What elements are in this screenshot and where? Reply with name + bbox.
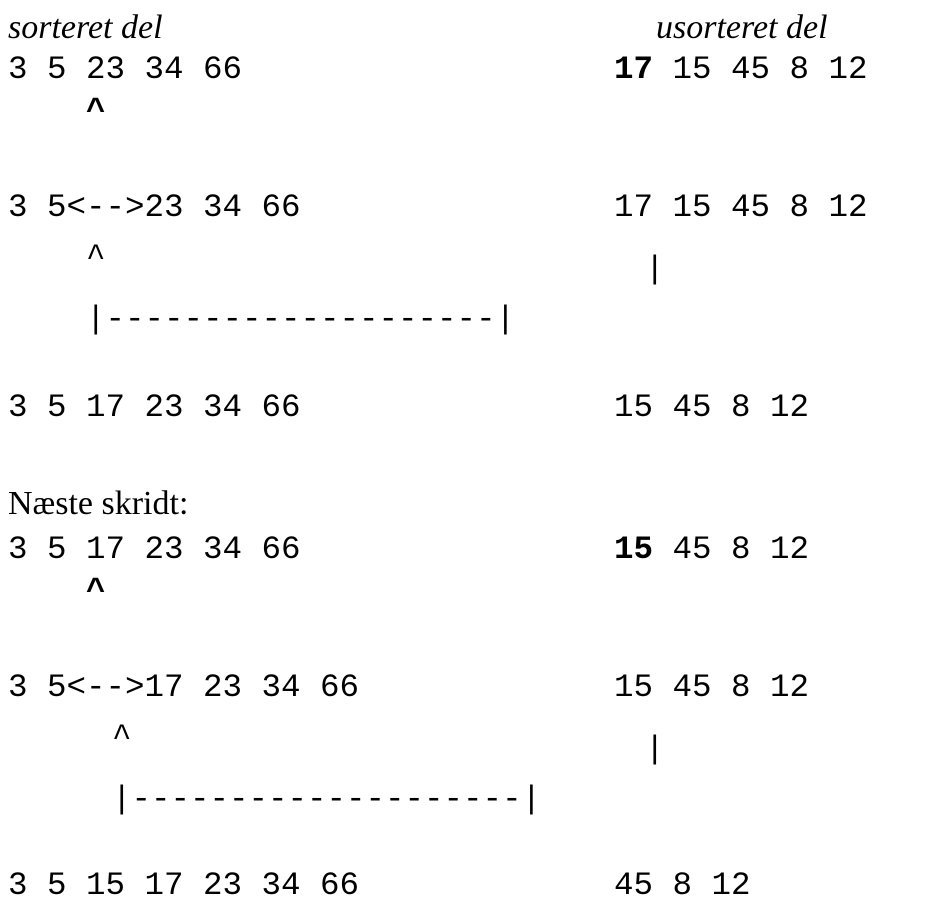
step1-current-element: 17 — [614, 51, 654, 88]
step3-sorted-row: 3 5 17 23 34 66 — [8, 389, 301, 426]
step6-unsorted-row: 45 8 12 — [614, 867, 751, 904]
step1-remaining-elements: 15 45 8 12 — [672, 51, 868, 88]
step2-vertical-pipe: | — [645, 251, 665, 288]
step4-sorted-row: 3 5 17 23 34 66 — [8, 531, 301, 568]
step4-current-element: 15 — [614, 531, 654, 568]
step3-unsorted-row: 15 45 8 12 — [614, 389, 810, 426]
step6-sorted-row: 3 5 15 17 23 34 66 — [8, 867, 360, 904]
step1-unsorted-row: 17 15 45 8 12 — [614, 50, 868, 90]
next-step-label: Næste skridt: — [8, 485, 189, 522]
step4-remaining-elements: 45 8 12 — [672, 531, 810, 568]
step4-unsorted-row: 15 45 8 12 — [614, 530, 809, 570]
step5-caret: ^ — [112, 719, 132, 756]
step5-vertical-pipe: | — [645, 731, 665, 768]
step5-insert-bracket: |--------------------| — [112, 781, 542, 818]
unsorted-part-heading: usorteret del — [656, 9, 828, 46]
step4-insert-pointer: ^ — [86, 573, 106, 610]
sorted-part-heading: sorteret del — [8, 9, 163, 46]
step1-insert-pointer: ^ — [86, 93, 106, 130]
step1-sorted-row: 3 5 23 34 66 — [8, 51, 243, 88]
step2-insert-bracket: |--------------------| — [86, 301, 516, 338]
step2-unsorted-row: 17 15 45 8 12 — [614, 189, 868, 226]
step2-caret: ^ — [86, 239, 106, 276]
step5-unsorted-row: 15 45 8 12 — [614, 669, 810, 706]
step2-sorted-row: 3 5<-->23 34 66 — [8, 189, 301, 226]
step5-sorted-row: 3 5<-->17 23 34 66 — [8, 669, 360, 706]
